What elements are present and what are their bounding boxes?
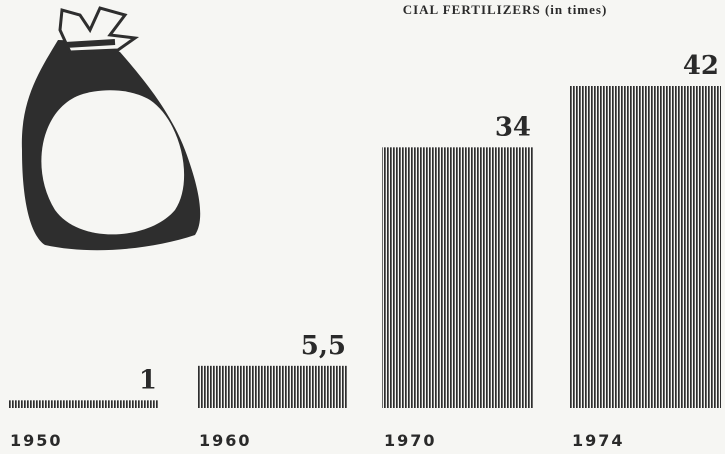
value-label: 1: [139, 365, 157, 395]
bar: [8, 400, 159, 408]
chart-title: CIAL FERTILIZERS (in times): [403, 2, 608, 17]
bar: [570, 86, 721, 408]
x-tick-label: 1950: [10, 431, 63, 450]
x-tick-label: 1970: [384, 431, 437, 450]
value-label: 5,5: [301, 331, 346, 361]
x-tick-label: 1960: [199, 431, 252, 450]
x-tick-label: 1974: [572, 431, 625, 450]
value-label: 34: [495, 112, 531, 142]
fertilizer-bag-illustration: [21, 6, 201, 251]
bar: [382, 147, 533, 409]
value-label: 42: [683, 51, 719, 81]
bar: [197, 365, 348, 408]
